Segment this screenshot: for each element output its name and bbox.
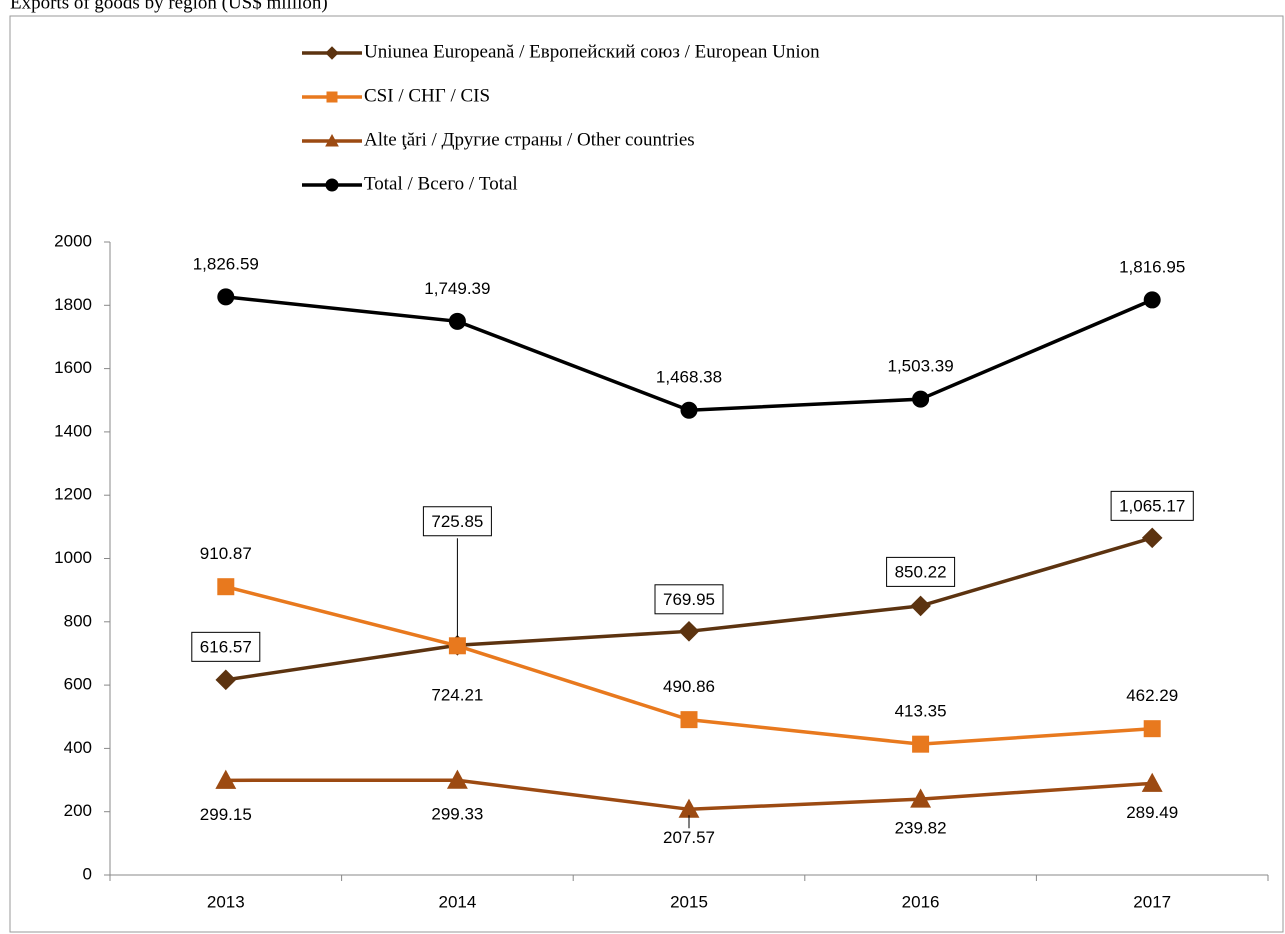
point-marker <box>448 637 466 655</box>
data-label: 850.22 <box>895 562 947 581</box>
x-tick-label: 2016 <box>902 892 940 911</box>
data-label: 724.21 <box>431 685 483 704</box>
point-marker <box>912 735 930 753</box>
data-label: 1,816.95 <box>1119 257 1185 276</box>
point-marker <box>1141 772 1163 792</box>
point-marker <box>678 621 700 642</box>
data-label-box <box>886 556 956 587</box>
data-label: 207.57 <box>663 828 715 847</box>
point-marker <box>448 312 466 330</box>
point-marker <box>910 788 932 808</box>
data-label: 1,826.59 <box>193 254 259 273</box>
point-marker <box>1143 291 1161 309</box>
data-label: 462.29 <box>1126 686 1178 705</box>
point-marker <box>215 769 237 789</box>
data-label: 1,503.39 <box>888 357 954 376</box>
point-marker <box>1143 720 1161 738</box>
data-label: 769.95 <box>663 590 715 609</box>
legend-marker <box>325 178 339 192</box>
point-marker <box>215 669 237 691</box>
legend-marker <box>325 133 339 147</box>
data-label: 490.86 <box>663 677 715 696</box>
legend-label: Alte ţări / Другие страны / Other countr… <box>364 129 695 150</box>
chart-frame <box>9 15 1284 933</box>
y-tick-label: 200 <box>64 801 92 820</box>
legend-label: Uniunea Europeană / Европейский союз / E… <box>364 41 820 62</box>
data-label: 1,468.38 <box>656 368 722 387</box>
data-label-box <box>654 584 724 615</box>
x-tick-label: 2017 <box>1133 892 1171 911</box>
data-label-box <box>422 506 492 537</box>
data-label: 239.82 <box>895 819 947 838</box>
legend-marker <box>326 91 338 103</box>
x-tick-label: 2013 <box>207 892 245 911</box>
point-marker <box>446 769 468 789</box>
data-label: 616.57 <box>200 637 252 656</box>
y-tick-label: 400 <box>64 738 92 757</box>
point-marker <box>1141 527 1163 549</box>
chart-title: Exports of goods by region (US$ million) <box>10 0 328 13</box>
data-label: 299.33 <box>431 805 483 824</box>
y-tick-label: 600 <box>64 675 92 694</box>
x-tick-label: 2015 <box>670 892 708 911</box>
x-tick-label: 2014 <box>438 892 476 911</box>
y-tick-label: 1200 <box>54 485 92 504</box>
data-label: 299.15 <box>200 805 252 824</box>
data-label-box <box>191 631 261 662</box>
data-label-box <box>1110 490 1194 521</box>
data-label: 413.35 <box>895 702 947 721</box>
data-label: 725.85 <box>431 512 483 531</box>
y-tick-label: 1400 <box>54 421 92 440</box>
point-marker <box>910 595 931 617</box>
y-tick-label: 1800 <box>54 295 92 314</box>
y-tick-label: 2000 <box>54 231 92 250</box>
y-tick-label: 800 <box>64 611 92 630</box>
point-marker <box>217 288 235 306</box>
data-label: 910.87 <box>200 544 252 563</box>
point-marker <box>680 401 698 419</box>
legend-label: Total / Всего / Total <box>364 173 518 194</box>
point-marker <box>217 578 235 596</box>
point-marker <box>680 711 698 729</box>
y-tick-label: 1600 <box>54 358 92 377</box>
data-label: 289.49 <box>1126 803 1178 822</box>
y-tick-label: 1000 <box>54 548 92 567</box>
point-marker <box>912 390 930 408</box>
data-label: 1,749.39 <box>424 279 490 298</box>
data-label: 1,065.17 <box>1119 496 1185 515</box>
legend-marker <box>325 46 339 60</box>
legend-label: CSI / СНГ / CIS <box>364 85 490 106</box>
y-tick-label: 0 <box>83 864 92 883</box>
